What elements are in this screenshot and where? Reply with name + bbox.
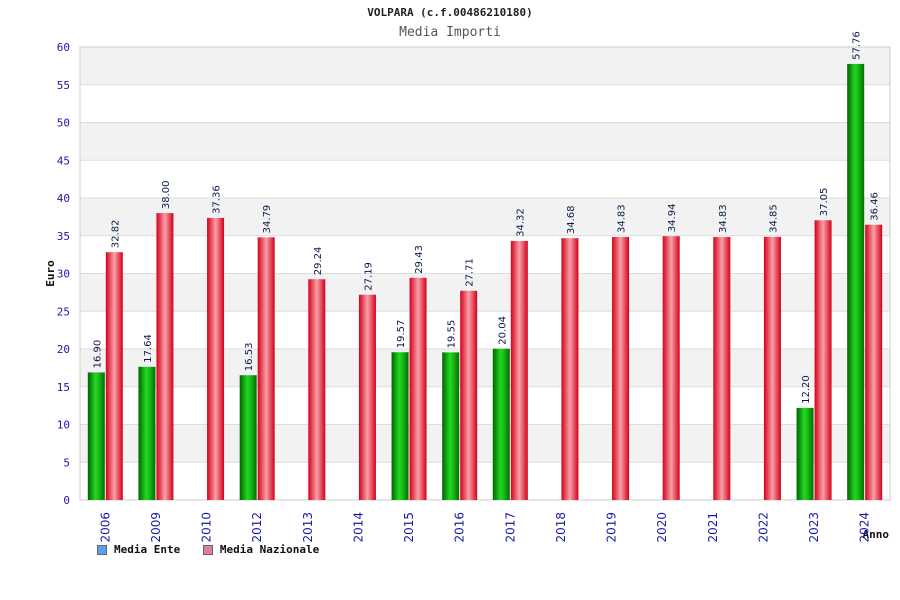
bar-media-nazionale (308, 279, 326, 500)
data-label: 38.00 (161, 180, 172, 209)
data-label: 32.82 (110, 220, 121, 249)
y-tick-label: 25 (57, 305, 70, 318)
data-label: 29.43 (414, 245, 425, 274)
y-tick-label: 35 (57, 230, 70, 243)
bar-media-ente (391, 352, 409, 500)
data-label: 19.57 (396, 320, 407, 349)
x-tick-label: 2012 (250, 512, 264, 543)
x-tick-label: 2023 (807, 512, 821, 543)
data-label: 17.64 (143, 334, 154, 363)
data-label: 34.68 (566, 206, 577, 235)
x-tick-label: 2015 (402, 512, 416, 543)
grid-band (80, 47, 890, 85)
y-tick-label: 5 (63, 456, 70, 469)
x-tick-label: 2010 (200, 512, 214, 543)
legend-label-ente: Media Ente (114, 543, 181, 556)
data-label: 34.85 (768, 204, 779, 233)
x-tick-label: 2013 (301, 512, 315, 543)
bar-media-nazionale (662, 236, 680, 500)
data-label: 16.90 (92, 340, 103, 369)
y-tick-label: 60 (57, 41, 70, 54)
y-tick-label: 30 (57, 268, 70, 281)
x-tick-label: 2016 (453, 512, 467, 543)
x-tick-label: 2017 (503, 512, 517, 543)
bar-media-ente (442, 352, 460, 500)
x-tick-label: 2009 (149, 512, 163, 543)
plot-frame (79, 46, 891, 501)
y-tick-label: 45 (57, 154, 70, 167)
bar-media-nazionale (865, 224, 883, 501)
y-tick-label: 55 (57, 79, 70, 92)
bar-media-nazionale (814, 220, 832, 500)
data-label: 12.20 (801, 375, 812, 404)
data-label: 16.53 (244, 343, 255, 372)
y-tick-label: 15 (57, 381, 70, 394)
data-label: 37.05 (819, 188, 830, 217)
bar-media-ente (796, 407, 814, 500)
y-tick-label: 0 (63, 494, 70, 507)
legend-item-ente: Media Ente (97, 543, 180, 556)
data-label: 20.04 (497, 316, 508, 345)
chart-subtitle: Media Importi (399, 25, 501, 40)
bar-media-ente (239, 375, 257, 500)
data-label: 27.19 (363, 262, 374, 291)
legend: Media Ente Media Nazionale (97, 543, 335, 558)
bar-media-nazionale (510, 240, 528, 500)
data-label: 34.83 (617, 204, 628, 233)
x-tick-label: 2022 (756, 512, 770, 543)
bar-media-nazionale (409, 277, 427, 500)
x-tick-label: 2006 (98, 512, 112, 543)
data-label: 34.83 (718, 204, 729, 233)
bar-media-nazionale (358, 294, 376, 500)
x-tick-label: 2018 (554, 512, 568, 543)
x-tick-label: 2019 (605, 512, 619, 543)
x-tick-label: 2014 (351, 512, 365, 543)
chart-title: VOLPARA (c.f.00486210180) (367, 6, 533, 19)
bar-media-nazionale (612, 237, 630, 500)
bar-media-ente (138, 366, 156, 500)
y-tick-label: 50 (57, 117, 70, 130)
y-tick-label: 20 (57, 343, 70, 356)
data-label: 19.55 (447, 320, 458, 349)
bar-media-nazionale (156, 213, 174, 500)
y-axis-title: Euro (44, 260, 57, 287)
bar-media-ente (87, 372, 105, 500)
data-label: 36.46 (870, 192, 881, 221)
data-label: 34.32 (515, 208, 526, 237)
bar-media-nazionale (257, 237, 275, 500)
legend-item-nazionale: Media Nazionale (202, 543, 320, 556)
grid-band (80, 122, 890, 161)
x-tick-label: 2024 (858, 512, 872, 543)
x-tick-label: 2020 (655, 512, 669, 543)
bar-media-nazionale (105, 252, 123, 500)
data-label: 34.79 (262, 205, 273, 234)
bar-media-ente (847, 63, 865, 501)
y-tick-label: 10 (57, 419, 70, 432)
y-tick-label: 40 (57, 192, 70, 205)
bar-media-nazionale (460, 290, 478, 500)
data-label: 27.71 (465, 258, 476, 287)
data-label: 37.36 (212, 185, 223, 214)
bar-media-ente (492, 348, 510, 500)
data-label: 34.94 (667, 204, 678, 233)
data-label: 57.76 (852, 31, 863, 60)
legend-swatch-ente (97, 544, 107, 555)
x-axis-title: Anno (863, 528, 890, 541)
x-tick-label: 2021 (706, 512, 720, 543)
legend-swatch-nazionale (202, 544, 213, 555)
bar-media-nazionale (763, 236, 781, 500)
data-label: 29.24 (313, 247, 324, 276)
legend-label-nazionale: Media Nazionale (219, 543, 320, 556)
bar-media-nazionale (713, 237, 731, 500)
bar-media-nazionale (207, 217, 225, 500)
bar-media-nazionale (561, 238, 579, 500)
